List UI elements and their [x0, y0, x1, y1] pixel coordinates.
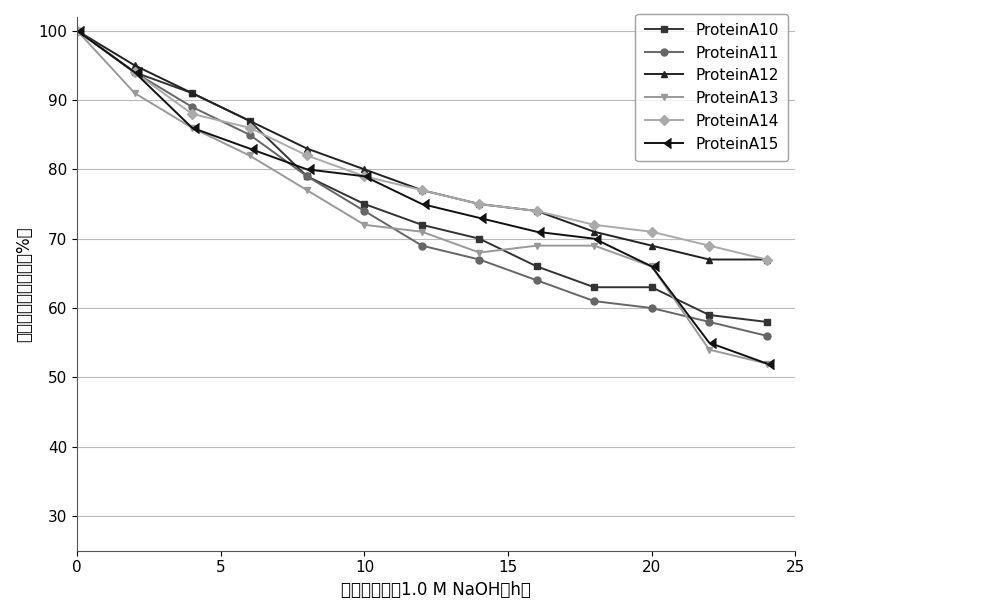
ProteinA14	[646, 228, 658, 235]
ProteinA13	[71, 27, 83, 34]
ProteinA13	[129, 90, 141, 97]
ProteinA12	[761, 256, 773, 263]
ProteinA13	[588, 242, 600, 249]
ProteinA12	[71, 27, 83, 34]
ProteinA14	[301, 152, 313, 159]
ProteinA10	[358, 200, 370, 208]
ProteinA11	[301, 173, 313, 180]
ProteinA13	[646, 263, 658, 270]
ProteinA10	[71, 27, 83, 34]
Line: ProteinA10: ProteinA10	[74, 27, 770, 325]
ProteinA12	[588, 228, 600, 235]
ProteinA14	[244, 124, 256, 131]
ProteinA10	[416, 221, 428, 228]
ProteinA11	[646, 305, 658, 312]
ProteinA14	[186, 110, 198, 117]
Line: ProteinA11: ProteinA11	[74, 27, 770, 340]
ProteinA12	[301, 145, 313, 152]
ProteinA13	[186, 124, 198, 131]
ProteinA10	[703, 311, 715, 319]
ProteinA15	[588, 235, 600, 243]
ProteinA10	[531, 263, 543, 270]
ProteinA14	[71, 27, 83, 34]
Line: ProteinA12: ProteinA12	[74, 27, 770, 263]
ProteinA11	[416, 242, 428, 249]
ProteinA15	[531, 228, 543, 235]
ProteinA14	[129, 69, 141, 76]
ProteinA12	[416, 187, 428, 194]
ProteinA15	[703, 339, 715, 346]
ProteinA10	[186, 90, 198, 97]
ProteinA10	[129, 69, 141, 76]
X-axis label: 碱处理时间（1.0 M NaOH，h）: 碱处理时间（1.0 M NaOH，h）	[341, 581, 531, 599]
ProteinA14	[358, 173, 370, 180]
ProteinA12	[244, 117, 256, 125]
ProteinA14	[588, 221, 600, 228]
ProteinA13	[416, 228, 428, 235]
ProteinA11	[358, 208, 370, 215]
ProteinA15	[244, 145, 256, 152]
Y-axis label: 剩余动态结合载量（%）: 剩余动态结合载量（%）	[15, 226, 33, 341]
ProteinA15	[71, 27, 83, 34]
ProteinA14	[473, 200, 485, 208]
ProteinA14	[703, 242, 715, 249]
ProteinA10	[244, 117, 256, 125]
Line: ProteinA13: ProteinA13	[74, 27, 770, 367]
ProteinA13	[473, 249, 485, 256]
ProteinA10	[761, 318, 773, 325]
ProteinA11	[703, 318, 715, 325]
ProteinA10	[588, 284, 600, 291]
ProteinA13	[301, 187, 313, 194]
ProteinA11	[531, 277, 543, 284]
ProteinA15	[761, 360, 773, 367]
ProteinA11	[129, 69, 141, 76]
ProteinA11	[71, 27, 83, 34]
Legend: ProteinA10, ProteinA11, ProteinA12, ProteinA13, ProteinA14, ProteinA15: ProteinA10, ProteinA11, ProteinA12, Prot…	[635, 14, 788, 161]
ProteinA12	[186, 90, 198, 97]
ProteinA11	[244, 131, 256, 138]
ProteinA12	[703, 256, 715, 263]
ProteinA11	[761, 332, 773, 340]
ProteinA14	[531, 208, 543, 215]
ProteinA10	[473, 235, 485, 243]
ProteinA15	[646, 263, 658, 270]
ProteinA12	[473, 200, 485, 208]
ProteinA15	[473, 214, 485, 222]
ProteinA12	[646, 242, 658, 249]
Line: ProteinA14: ProteinA14	[74, 27, 770, 263]
ProteinA13	[244, 152, 256, 159]
ProteinA11	[186, 103, 198, 111]
ProteinA13	[531, 242, 543, 249]
ProteinA11	[588, 297, 600, 305]
ProteinA15	[358, 173, 370, 180]
ProteinA13	[703, 346, 715, 353]
ProteinA13	[358, 221, 370, 228]
ProteinA15	[301, 166, 313, 173]
Line: ProteinA15: ProteinA15	[72, 26, 772, 368]
ProteinA15	[186, 124, 198, 131]
ProteinA12	[358, 166, 370, 173]
ProteinA15	[416, 200, 428, 208]
ProteinA14	[761, 256, 773, 263]
ProteinA12	[531, 208, 543, 215]
ProteinA11	[473, 256, 485, 263]
ProteinA10	[301, 173, 313, 180]
ProteinA15	[129, 69, 141, 76]
ProteinA13	[761, 360, 773, 367]
ProteinA14	[416, 187, 428, 194]
ProteinA10	[646, 284, 658, 291]
ProteinA12	[129, 61, 141, 69]
